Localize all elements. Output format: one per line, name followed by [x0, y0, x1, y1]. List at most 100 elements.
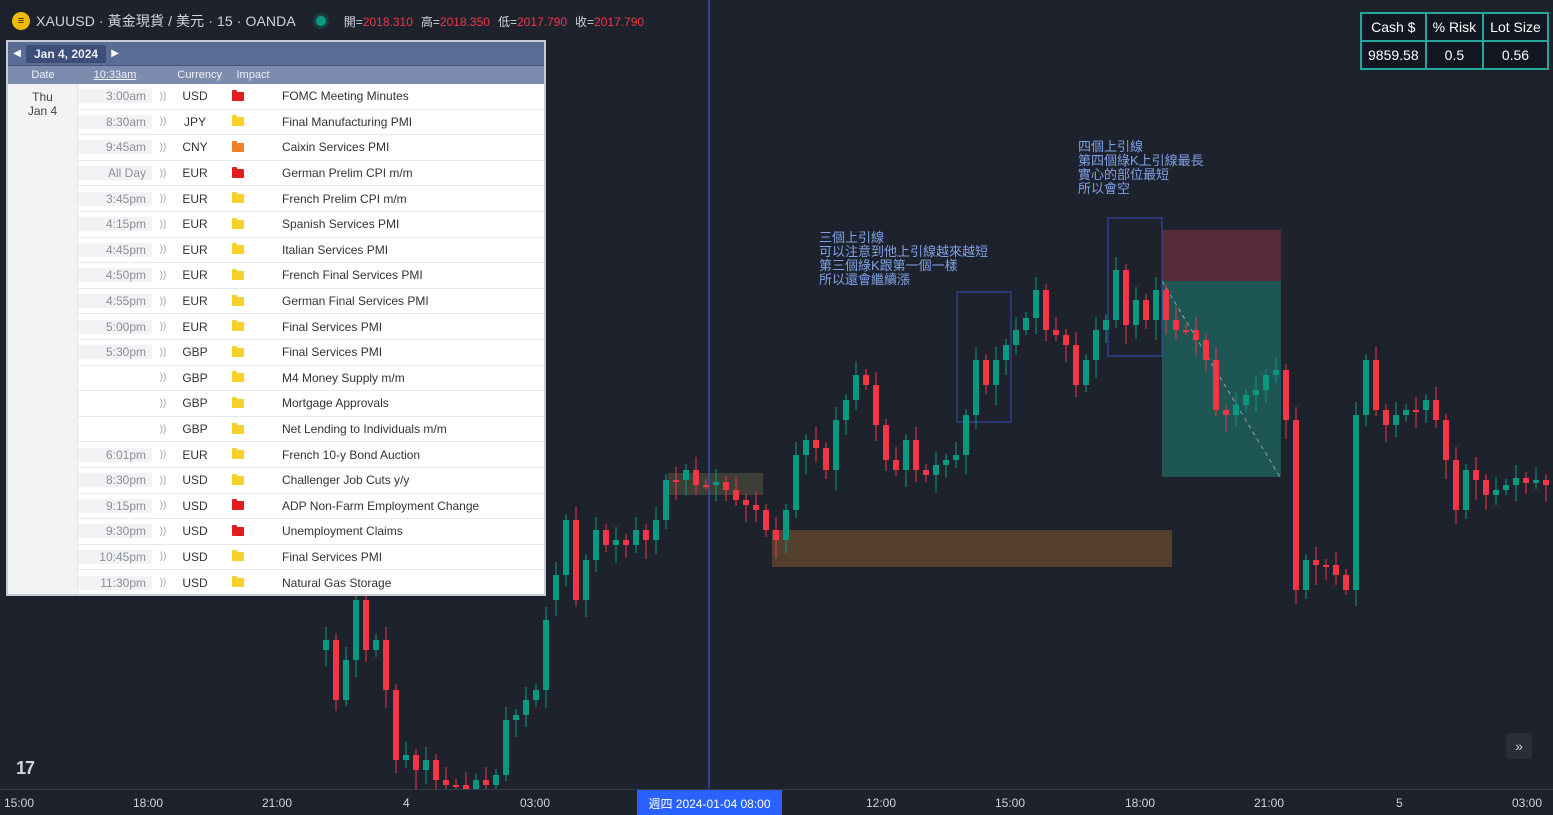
event-name[interactable]: Final Manufacturing PMI — [282, 114, 413, 129]
candle-body — [1143, 300, 1149, 320]
candle-body — [1403, 410, 1409, 415]
prev-day-icon[interactable]: ◀ — [13, 48, 21, 59]
calendar-event-row[interactable]: )) GBP Net Lending to Individuals m/m — [78, 417, 544, 443]
calendar-event-row[interactable]: 5:00pm)) EUR Final Services PMI — [78, 314, 544, 340]
calendar-event-row[interactable]: )) GBP Mortgage Approvals — [78, 391, 544, 417]
event-name[interactable]: Net Lending to Individuals m/m — [282, 422, 447, 437]
calendar-event-row[interactable]: 9:30pm)) USD Unemployment Claims — [78, 519, 544, 545]
event-name[interactable]: Italian Services PMI — [282, 242, 389, 257]
candle-body — [713, 482, 719, 485]
calendar-event-row[interactable]: 4:55pm)) EUR German Final Services PMI — [78, 289, 544, 315]
event-time: 5:30pm — [78, 345, 152, 360]
event-name[interactable]: Final Services PMI — [282, 319, 383, 334]
impact-cell — [216, 140, 260, 152]
event-name[interactable]: Challenger Job Cuts y/y — [282, 473, 410, 488]
event-name[interactable]: FOMC Meeting Minutes — [282, 89, 409, 104]
candle-body — [1053, 330, 1059, 335]
ohlc-close-label: 收= — [575, 14, 595, 29]
calendar-event-row[interactable]: 4:45pm)) EUR Italian Services PMI — [78, 238, 544, 264]
calendar-event-row[interactable]: 11:30pm)) USD Natural Gas Storage — [78, 570, 544, 594]
speaker-icon: )) — [159, 295, 167, 307]
symbol-title[interactable]: XAUUSD · 黃金現貨 / 美元 · 15 · OANDA — [36, 13, 296, 29]
candle-body — [563, 520, 569, 575]
calendar-event-row[interactable]: )) GBP M4 Money Supply m/m — [78, 366, 544, 392]
time-axis[interactable]: 15:00 18:00 21:00 4 03:00 12:00 15:00 18… — [0, 789, 1553, 815]
candle-body — [1493, 490, 1499, 495]
event-name[interactable]: Final Services PMI — [282, 549, 383, 564]
event-currency: EUR — [182, 166, 208, 181]
event-time: 4:15pm — [78, 217, 152, 232]
calendar-event-row[interactable]: 4:50pm)) EUR French Final Services PMI — [78, 263, 544, 289]
calendar-event-row[interactable]: 9:15pm)) USD ADP Non-Farm Employment Chang… — [78, 494, 544, 520]
gold-coin-icon[interactable]: ≡ — [12, 12, 30, 30]
event-name[interactable]: German Final Services PMI — [282, 294, 429, 309]
ohlc-high-value: 2018.350 — [439, 14, 490, 29]
event-time: 9:45am — [78, 140, 152, 155]
event-time: All Day — [78, 166, 152, 181]
impact-folder-icon — [232, 217, 244, 229]
candle-body — [1283, 370, 1289, 420]
calendar-date-label[interactable]: Jan 4, 2024 — [26, 44, 107, 63]
calendar-event-row[interactable]: All Day)) EUR German Prelim CPI m/m — [78, 161, 544, 187]
event-name[interactable]: French Final Services PMI — [282, 268, 423, 283]
impact-cell — [216, 422, 260, 434]
time-column-header[interactable]: 10:33am — [93, 69, 137, 81]
event-name[interactable]: Spanish Services PMI — [282, 217, 400, 232]
impact-cell — [216, 115, 260, 127]
event-name[interactable]: French 10-y Bond Auction — [282, 447, 421, 462]
event-name[interactable]: ADP Non-Farm Employment Change — [282, 498, 480, 513]
candlestick-chart[interactable] — [0, 0, 1553, 789]
calendar-event-row[interactable]: 10:45pm)) USD Final Services PMI — [78, 545, 544, 571]
impact-column-header: Impact — [236, 69, 270, 81]
candle-body — [1253, 390, 1259, 395]
candle-body — [633, 530, 639, 545]
candle-body — [613, 540, 619, 545]
calendar-event-row[interactable]: 3:45pm)) EUR French Prelim CPI m/m — [78, 186, 544, 212]
event-name[interactable]: Mortgage Approvals — [282, 396, 389, 411]
next-day-icon[interactable]: ▶ — [111, 48, 119, 59]
calendar-event-row[interactable]: 8:30pm)) USD Challenger Job Cuts y/y — [78, 468, 544, 494]
candle-body — [813, 440, 819, 448]
impact-folder-icon — [232, 243, 244, 255]
candle-body — [723, 482, 729, 490]
candle-body — [943, 460, 949, 465]
event-time: 3:45pm — [78, 191, 152, 206]
calendar-event-row[interactable]: 9:45am)) CNY Caixin Services PMI — [78, 135, 544, 161]
speaker-icon: )) — [159, 449, 167, 461]
annotation-four-wicks[interactable]: 四個上引線 第四個綠K上引線最長 實心的部位最短 所以會空 — [1078, 139, 1204, 196]
currency-column-header: Currency — [177, 69, 222, 81]
candle-body — [1523, 478, 1529, 483]
event-name[interactable]: Unemployment Claims — [282, 524, 403, 539]
double-chevron-right-icon[interactable]: » — [1506, 733, 1532, 759]
calendar-event-row[interactable]: 5:30pm)) GBP Final Services PMI — [78, 340, 544, 366]
event-name[interactable]: Caixin Services PMI — [282, 140, 390, 155]
candle-body — [323, 640, 329, 650]
annotation-three-wicks[interactable]: 三個上引線 可以注意到他上引線越來越短 第三個綠K跟第一個一樣 所以還會繼續漲 — [819, 230, 989, 287]
candle-body — [1433, 400, 1439, 420]
ohlc-open-label: 開= — [343, 14, 363, 29]
candle-body — [483, 780, 489, 785]
event-name[interactable]: French Prelim CPI m/m — [282, 191, 407, 206]
calendar-event-row[interactable]: 8:30am)) JPY Final Manufacturing PMI — [78, 110, 544, 136]
candle-body — [923, 470, 929, 475]
calendar-event-row[interactable]: 6:01pm)) EUR French 10-y Bond Auction — [78, 442, 544, 468]
candle-body — [1503, 485, 1509, 490]
event-name[interactable]: M4 Money Supply m/m — [282, 370, 405, 385]
time-axis-tick: 21:00 — [1254, 796, 1285, 810]
calendar-event-row[interactable]: 4:15pm)) EUR Spanish Services PMI — [78, 212, 544, 238]
event-name[interactable]: Natural Gas Storage — [282, 575, 392, 590]
candle-body — [553, 575, 559, 600]
candle-body — [1423, 400, 1429, 410]
ohlc-open-value: 2018.310 — [362, 14, 413, 29]
candle-body — [1183, 330, 1189, 332]
speaker-icon: )) — [159, 167, 167, 179]
candle-body — [1023, 318, 1029, 330]
event-name[interactable]: German Prelim CPI m/m — [282, 166, 413, 181]
candle-body — [1483, 480, 1489, 495]
economic-calendar-widget[interactable]: ◀ Jan 4, 2024 ▶ Date 10:33am Currency Im… — [6, 40, 546, 596]
calendar-event-row[interactable]: 3:00am)) USD FOMC Meeting Minutes — [78, 84, 544, 110]
event-name[interactable]: Final Services PMI — [282, 345, 383, 360]
candle-body — [1473, 470, 1479, 480]
tradingview-logo-icon[interactable]: 17 — [16, 758, 35, 778]
candle-body — [363, 600, 369, 650]
